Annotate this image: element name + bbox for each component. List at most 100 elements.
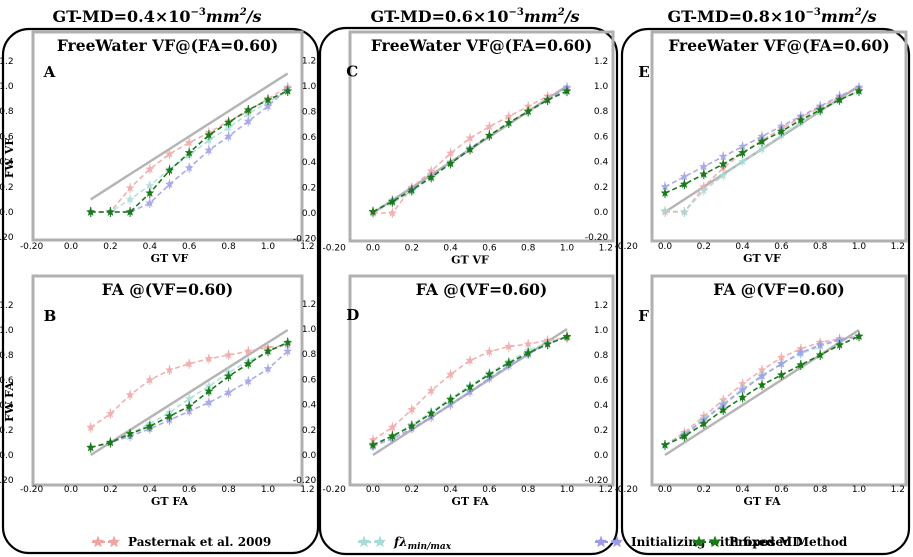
data-point (243, 116, 253, 126)
data-point (125, 429, 135, 438)
data-point (164, 411, 175, 421)
panel-frame (650, 274, 908, 487)
row-ylabel-1: FW VF (3, 138, 16, 179)
data-point (446, 369, 456, 379)
data-point (407, 185, 417, 194)
y-tick-label: 1.0 (302, 325, 317, 335)
series-line (664, 335, 860, 446)
y-tick-label: 0.2 (594, 183, 608, 193)
data-point (184, 148, 194, 157)
series-proposed (660, 331, 864, 450)
data-point (263, 346, 273, 356)
data-point (484, 369, 494, 379)
y-tick-label: 1.0 (302, 82, 317, 92)
data-point (465, 382, 475, 391)
panel-title: FA @(VF=0.60) (713, 280, 844, 299)
y-tick-label: 0.2 (302, 426, 316, 436)
x-tick-label: 0.2 (697, 485, 711, 495)
data-point (446, 394, 456, 404)
data-point (738, 148, 748, 157)
y-tick-label: 0.8 (302, 107, 317, 117)
series-flambda (660, 86, 864, 217)
series-line (664, 335, 860, 446)
y-tick-label: 0.0 (0, 451, 14, 461)
y-tick-label: 0.4 (302, 158, 317, 168)
y-tick-label: 1.2 (594, 57, 608, 67)
data-point (164, 179, 175, 189)
legend-marker (708, 535, 722, 548)
data-point (523, 106, 533, 116)
x-tick-label: -0.20 (20, 242, 44, 252)
x-tick-label: 0.2 (405, 243, 419, 253)
panel-E: FreeWater VF@(FA=0.60) E -0.20 0.0 0.2 0.4 0.6… (585, 30, 908, 265)
data-point (757, 136, 767, 146)
data-point (145, 198, 155, 208)
data-point (796, 360, 806, 369)
data-point (283, 337, 293, 347)
x-tick-label: 0.8 (813, 242, 828, 252)
data-point (426, 408, 436, 418)
data-point (757, 380, 767, 389)
y-tick-label: 1.2 (302, 300, 316, 310)
x-tick-label: 1.2 (599, 485, 613, 495)
legend-marker (357, 535, 371, 548)
panel-letter: E (638, 63, 649, 81)
x-tick-label: 0.0 (64, 242, 79, 252)
x-tick-label: 1.0 (560, 485, 575, 495)
y-tick-label: 0.8 (0, 351, 14, 361)
x-tick-label: 0.6 (774, 242, 789, 252)
data-point (504, 341, 514, 351)
panel-F: FA @(VF=0.60) F -0.20 0.0 0.2 0.4 0.6 0.8 1.0 1.2… (585, 274, 908, 508)
y-tick-label: 0.6 (0, 132, 14, 142)
series-line (664, 86, 860, 188)
y-tick-label: 0.0 (302, 209, 317, 219)
y-tick-label: 0.0 (594, 208, 609, 218)
x-tick-label: 0.0 (658, 485, 673, 495)
data-point (125, 194, 135, 204)
series-line (665, 87, 860, 213)
data-point (243, 376, 253, 386)
data-point (184, 394, 194, 403)
x-tick-label: 0.0 (64, 485, 79, 495)
y-tick-label: 1.2 (0, 57, 14, 67)
y-tick-label: 0.6 (302, 133, 317, 143)
x-tick-label: 0.6 (182, 242, 197, 252)
panel-title: FreeWater VF@(FA=0.60) (371, 36, 592, 55)
x-tick-label: 0.0 (658, 242, 673, 252)
data-point (407, 421, 417, 430)
x-tick-label: 0.2 (697, 242, 711, 252)
data-point (224, 131, 234, 141)
panel-frame (31, 30, 304, 242)
x-tick-label: 0.4 (735, 485, 750, 495)
series-line (664, 90, 860, 194)
y-tick-label: -0.20 (0, 233, 14, 243)
data-point (184, 359, 194, 368)
panel-letter: A (43, 63, 56, 81)
y-tick-label: 1.0 (0, 326, 14, 336)
y-tick-label: 1.2 (594, 301, 608, 311)
data-point (699, 161, 709, 171)
data-point (465, 144, 475, 154)
data-point (105, 409, 115, 418)
series-proposed (368, 86, 572, 217)
x-tick-label: 0.8 (221, 242, 236, 252)
x-tick-label: -0.20 (323, 485, 347, 495)
data-point (660, 205, 670, 215)
panel-letter: C (346, 63, 358, 81)
data-point (738, 385, 748, 394)
panels: FreeWater VF@(FA=0.60) A -0.20 0.0 0.2 0.4 0.6… (0, 30, 908, 508)
x-tick-label: 0.2 (103, 485, 117, 495)
data-point (184, 163, 194, 172)
x-axis-label: GT FA (151, 495, 189, 508)
panel-letter: B (44, 307, 57, 325)
data-point (243, 359, 253, 368)
y-tick-label: 1.0 (594, 82, 609, 92)
data-point (86, 422, 96, 432)
y-tick-label: 0.4 (594, 158, 609, 168)
y-tick-label: 0.2 (594, 426, 608, 436)
x-tick-label: -0.20 (20, 485, 44, 495)
data-point (679, 207, 689, 216)
panel-B: FA @(VF=0.60) B -0.20 0.0 0.2 0.4 0.6 0.8 1.0 1.2… (0, 274, 315, 508)
data-point (368, 206, 378, 216)
